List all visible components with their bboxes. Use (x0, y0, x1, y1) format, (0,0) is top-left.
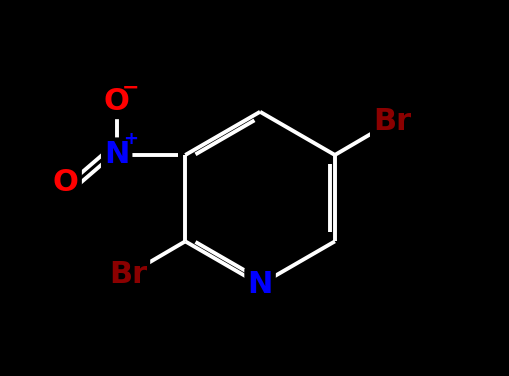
Text: O: O (53, 168, 79, 197)
Text: N: N (104, 141, 129, 170)
Text: Br: Br (109, 260, 147, 289)
Text: Br: Br (372, 108, 410, 136)
Text: +: + (123, 130, 138, 148)
Text: −: − (122, 77, 139, 97)
Text: O: O (103, 87, 129, 116)
Text: N: N (247, 270, 272, 299)
